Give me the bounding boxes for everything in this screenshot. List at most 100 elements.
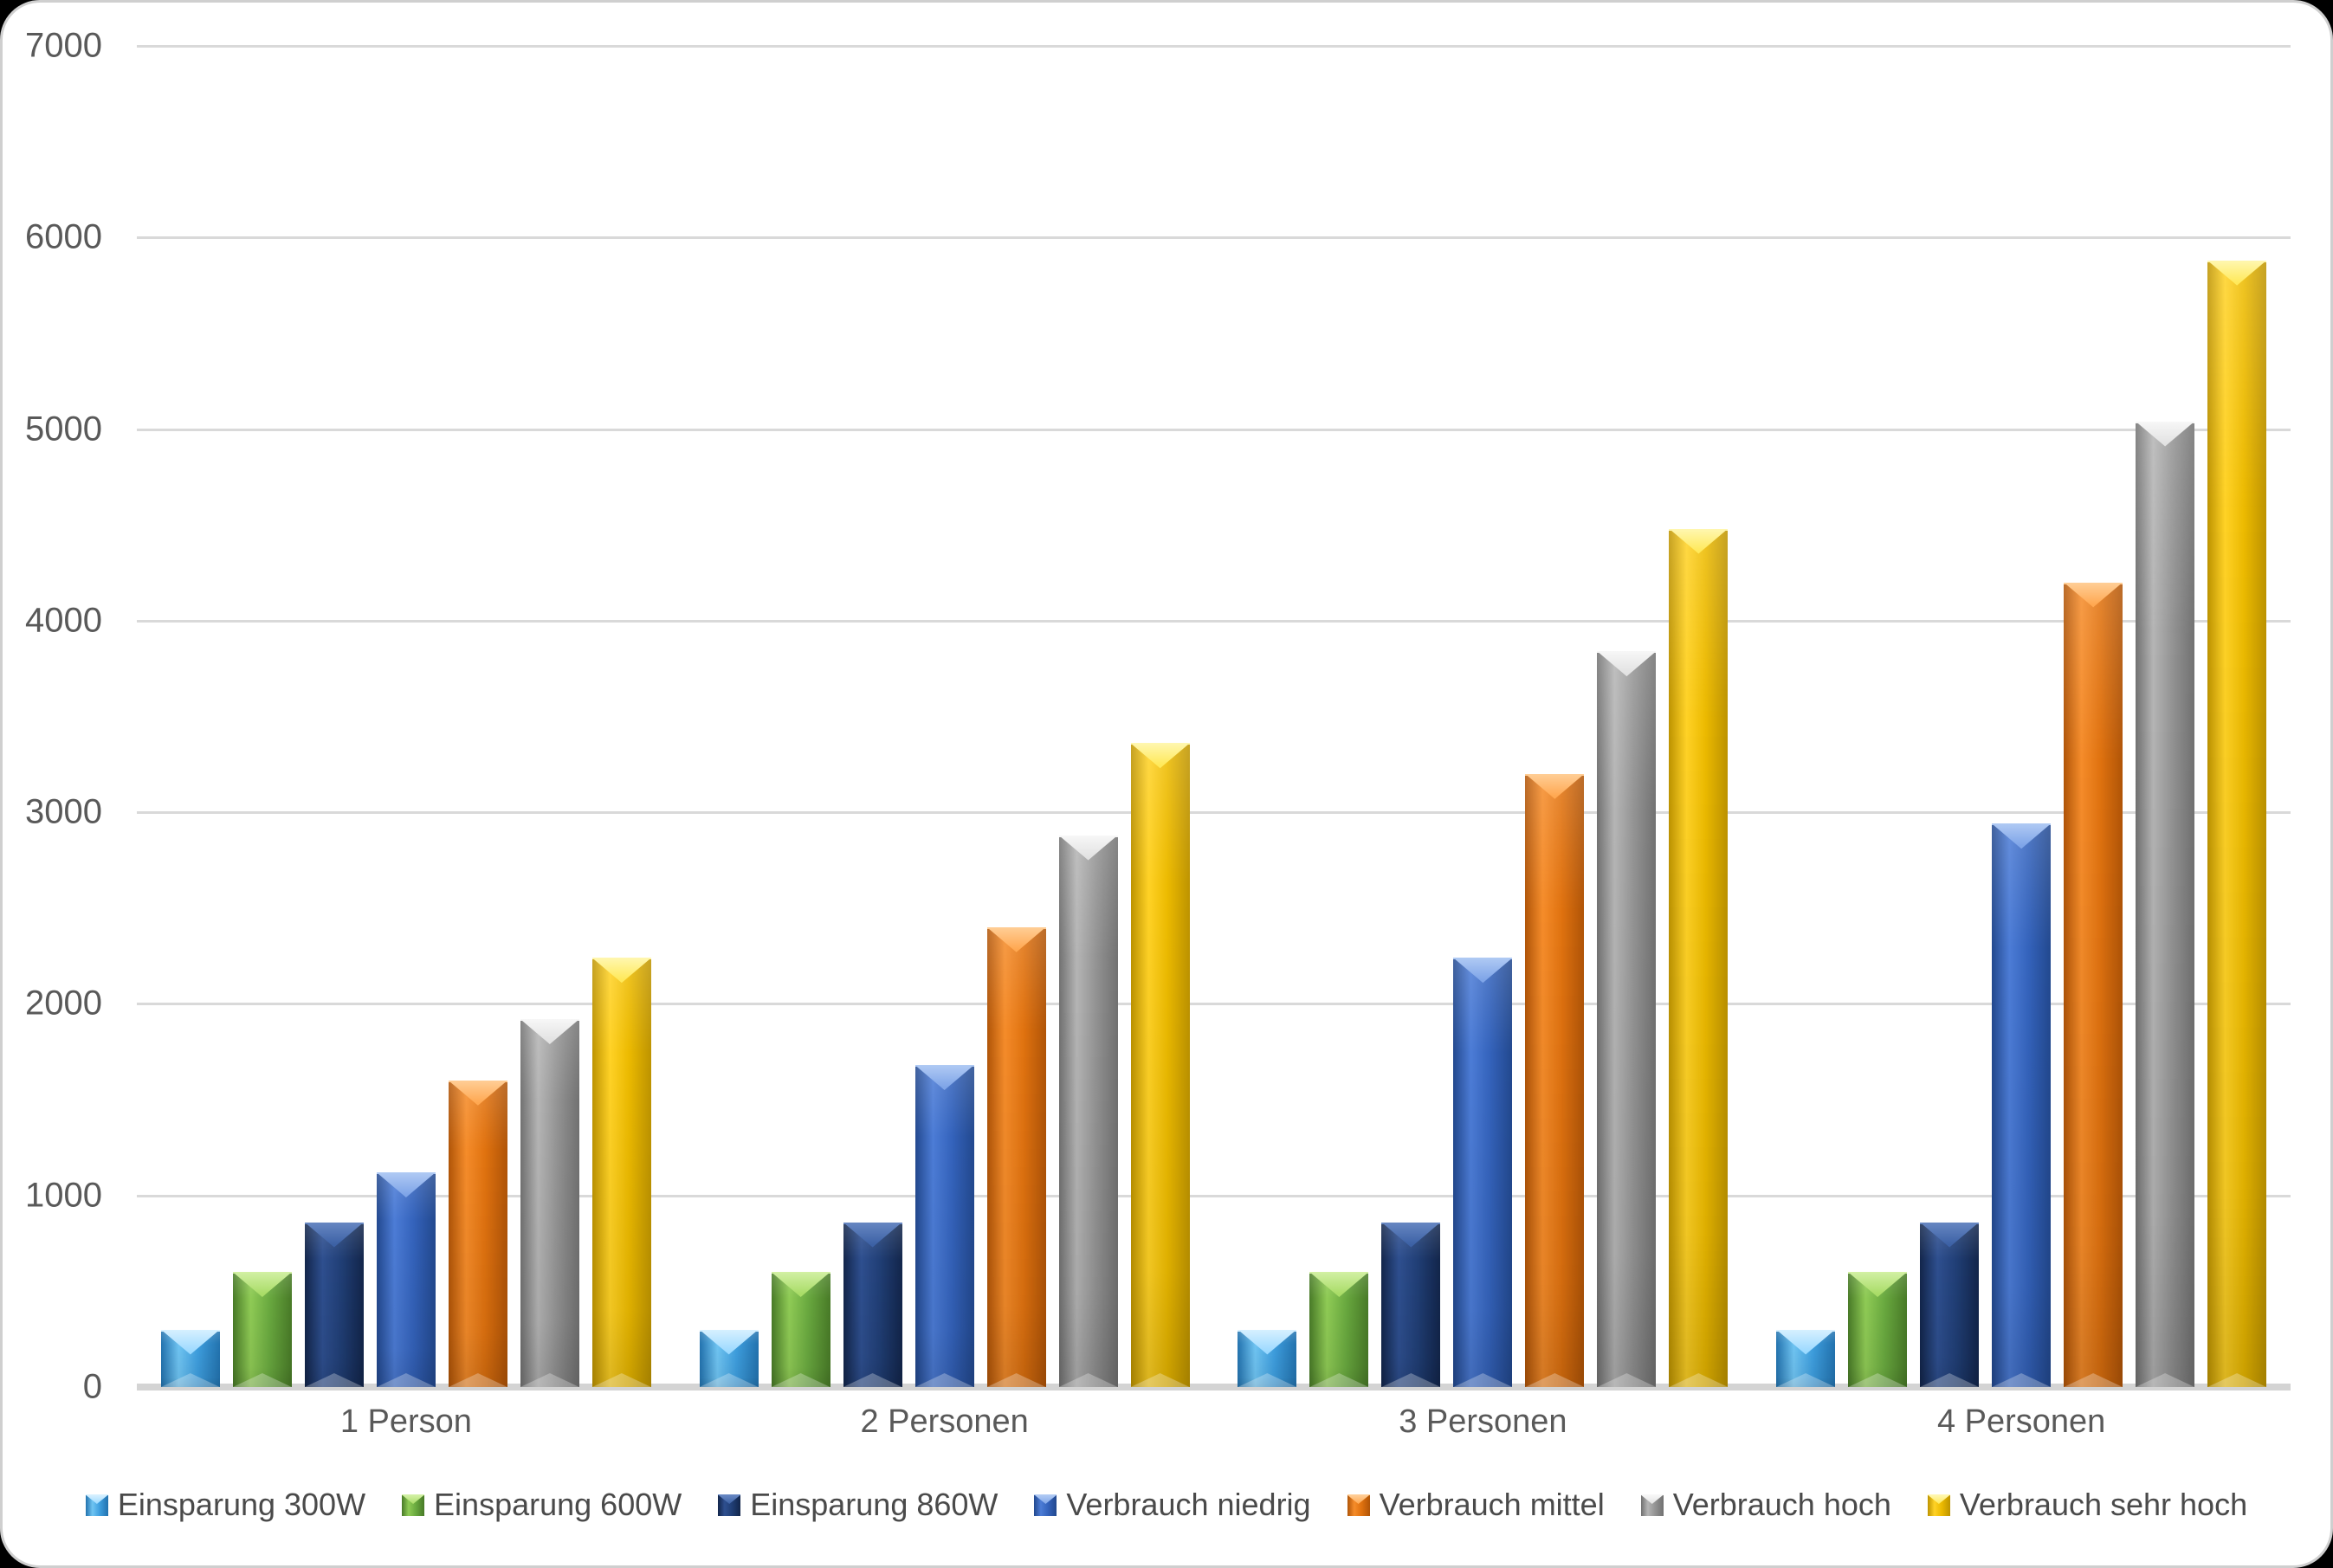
legend-label: Einsparung 600W [434,1487,682,1522]
bar-bottom-bevel [376,1373,436,1387]
bar-1-person-einsparung-600w [232,1272,292,1387]
bar-4-personen-einsparung-600w [1848,1272,1908,1387]
legend: Einsparung 300W Einsparung 600W Einsparung… [3,1487,2330,1523]
legend-swatch-bevel [718,1494,741,1505]
legend-item-verbrauch-niedrig: Verbrauch niedrig [1034,1487,1311,1523]
bar-bottom-bevel [2136,1373,2195,1387]
legend-swatch-bevel [1034,1494,1057,1505]
bar-top-bevel [1669,528,1729,554]
x-category-label-1-person: 1 Person [339,1403,472,1440]
legend-swatch-bevel [1927,1494,1950,1505]
bar-2-personen-einsparung-300w [699,1329,759,1387]
bar-top-bevel [1776,1329,1836,1355]
gridline-5000 [137,428,2291,431]
bar-top-bevel [520,1019,579,1044]
x-category-label-4-personen: 4 Personen [1936,1403,2106,1440]
legend-swatch-verbrauch-sehr-hoch [1927,1494,1950,1516]
legend-item-verbrauch-sehr-hoch: Verbrauch sehr hoch [1927,1487,2248,1523]
bar-bottom-bevel [914,1373,974,1387]
legend-swatch-bevel [402,1494,425,1505]
legend-label: Einsparung 300W [117,1487,366,1522]
y-axis: 0 1000 2000 3000 4000 5000 6000 7000 [3,27,102,1406]
bar-bottom-bevel [304,1373,364,1387]
gridline-6000 [137,236,2291,240]
bar-bottom-bevel [1848,1373,1908,1387]
bar-top-bevel [1848,1272,1908,1298]
bar-bottom-bevel [1776,1373,1836,1387]
bar-top-bevel [843,1222,902,1248]
bar-top-bevel [1597,651,1657,677]
bar-top-bevel [771,1272,830,1298]
bar-top-bevel [1525,773,1585,799]
x-axis: 1 Person 2 Personen 3 Personen 4 Personen [137,1403,2291,1441]
bar-2-personen-verbrauch-niedrig [914,1065,974,1387]
legend-label: Verbrauch hoch [1672,1487,1891,1522]
legend-label: Verbrauch niedrig [1066,1487,1311,1522]
bar-top-bevel [1920,1222,1980,1248]
y-tick-label-3000: 3000 [25,792,102,831]
bar-4-personen-einsparung-300w [1776,1329,1836,1387]
legend-label: Verbrauch mittel [1379,1487,1605,1522]
legend-item-verbrauch-mittel: Verbrauch mittel [1347,1487,1605,1523]
bar-bottom-bevel [520,1373,579,1387]
y-tick-label-5000: 5000 [25,410,102,448]
bar-4-personen-einsparung-860w [1920,1222,1980,1387]
legend-swatch-bevel [1347,1494,1370,1505]
bar-top-bevel [232,1272,292,1298]
bar-top-bevel [1238,1329,1297,1355]
bar-1-person-verbrauch-mittel [448,1080,507,1387]
bar-bottom-bevel [1597,1373,1657,1387]
gridline-4000 [137,619,2291,623]
bar-bottom-bevel [986,1373,1046,1387]
bar-bottom-bevel [1309,1373,1369,1387]
legend-swatch-einsparung-300w [85,1494,108,1516]
bar-top-bevel [2064,582,2123,608]
bar-bottom-bevel [1920,1373,1980,1387]
gridline-3000 [137,811,2291,815]
bar-bottom-bevel [1130,1373,1190,1387]
bar-group-2-personen [675,46,1214,1387]
bar-4-personen-verbrauch-niedrig [1992,823,2052,1387]
bar-group-3-personen [1214,46,1753,1387]
y-tick-label-4000: 4000 [25,601,102,640]
bar-3-personen-einsparung-860w [1381,1222,1441,1387]
legend-label: Verbrauch sehr hoch [1959,1487,2248,1522]
bar-group-4-personen [1752,46,2291,1387]
y-tick-label-6000: 6000 [25,217,102,256]
legend-label: Einsparung 860W [750,1487,998,1522]
bar-top-bevel [376,1172,436,1197]
bar-top-bevel [1130,743,1190,769]
bar-4-personen-verbrauch-sehr-hoch [2207,260,2267,1387]
bar-bottom-bevel [448,1373,507,1387]
bar-bottom-bevel [1238,1373,1297,1387]
bar-1-person-einsparung-300w [160,1329,220,1387]
bar-1-person-verbrauch-niedrig [376,1172,436,1387]
bar-3-personen-verbrauch-niedrig [1453,958,1513,1387]
x-axis-line [137,1384,2291,1391]
bar-bottom-bevel [1992,1373,2052,1387]
y-tick-label-7000: 7000 [25,26,102,65]
bar-bottom-bevel [843,1373,902,1387]
bar-4-personen-verbrauch-mittel [2064,582,2123,1387]
plot-area [137,45,2291,1391]
legend-item-einsparung-600w: Einsparung 600W [402,1487,682,1523]
bar-4-personen-verbrauch-hoch [2136,421,2195,1387]
bar-bottom-bevel [1381,1373,1441,1387]
bar-groups [137,46,2291,1387]
legend-item-einsparung-300w: Einsparung 300W [85,1487,366,1523]
bar-top-bevel [1992,823,2052,849]
bar-2-personen-einsparung-860w [843,1222,902,1387]
bar-bottom-bevel [2207,1373,2267,1387]
y-tick-label-2000: 2000 [25,984,102,1023]
bar-1-person-einsparung-860w [304,1222,364,1387]
legend-swatch-bevel [85,1494,108,1505]
gridline-2000 [137,1003,2291,1006]
bar-top-bevel [986,926,1046,952]
bar-bottom-bevel [2064,1373,2123,1387]
bar-bottom-bevel [160,1373,220,1387]
bar-3-personen-einsparung-600w [1309,1272,1369,1387]
bar-bottom-bevel [771,1373,830,1387]
bar-3-personen-verbrauch-mittel [1525,773,1585,1387]
